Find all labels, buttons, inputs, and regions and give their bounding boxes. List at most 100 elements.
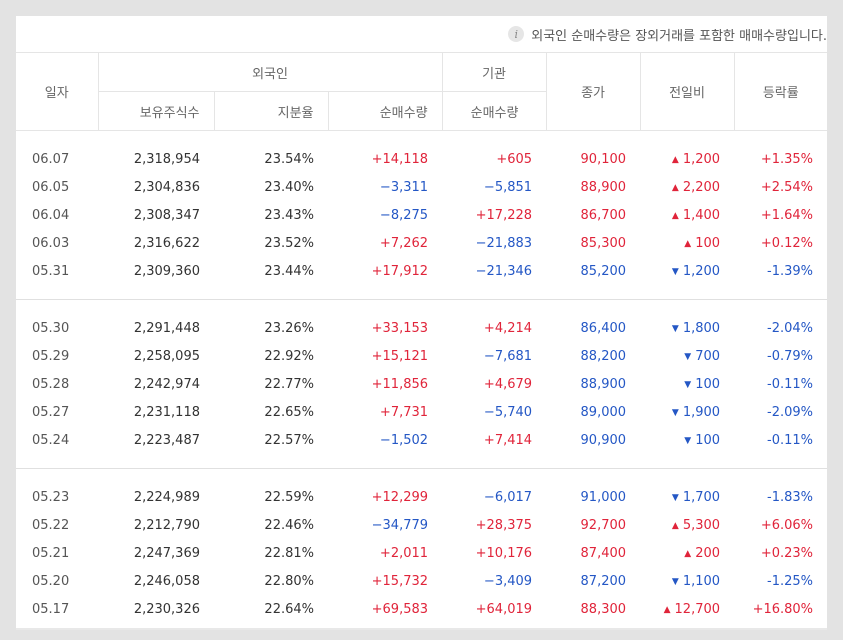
cell-inst-net: −6,017	[483, 489, 533, 505]
change-value: 1,900	[682, 404, 721, 420]
cell-inst-net: +10,176	[475, 545, 533, 561]
cell-share-ratio: 23.43%	[264, 207, 314, 223]
cell-holdings: 2,242,974	[133, 376, 200, 392]
cell-change: ▲ 12,700	[640, 595, 734, 623]
triangle-up-icon: ▲	[671, 182, 679, 193]
change-value: 1,800	[682, 320, 721, 336]
cell-change: ▲ 100	[640, 229, 734, 257]
cell-close: 87,200	[580, 573, 627, 589]
cell-date: 05.28	[32, 376, 70, 392]
cell-foreign-net: +15,732	[371, 573, 429, 589]
cell-share-ratio: 22.57%	[264, 432, 314, 448]
cell-holdings: 2,231,118	[133, 404, 200, 420]
triangle-up-icon: ▲	[684, 238, 692, 249]
cell-holdings: 2,308,347	[133, 207, 200, 223]
cell-date: 06.03	[32, 235, 70, 251]
table-row: 06.04 2,308,347 23.43% −8,275 +17,228 86,700 ▲…	[16, 201, 827, 229]
cell-change: ▼ 1,900	[640, 398, 734, 426]
cell-share-ratio: 22.64%	[264, 601, 314, 617]
cell-date: 06.07	[32, 151, 70, 167]
info-icon: i	[508, 26, 525, 42]
cell-share-ratio: 23.54%	[264, 151, 314, 167]
cell-close: 87,400	[580, 545, 627, 561]
cell-rate: -0.79%	[767, 348, 814, 364]
cell-foreign-net: +14,118	[371, 151, 429, 167]
change-value: 2,200	[682, 179, 721, 195]
cell-share-ratio: 22.65%	[264, 404, 314, 420]
cell-rate: +6.06%	[760, 517, 814, 533]
cell-close: 88,300	[580, 601, 627, 617]
cell-date: 05.17	[32, 601, 70, 617]
table-row: 05.28 2,242,974 22.77% +11,856 +4,679 88,900 ▼…	[16, 370, 827, 398]
triangle-up-icon: ▲	[671, 210, 679, 221]
triangle-down-icon: ▼	[671, 576, 679, 587]
change-value: 100	[695, 432, 721, 448]
cell-share-ratio: 22.80%	[264, 573, 314, 589]
cell-share-ratio: 22.81%	[264, 545, 314, 561]
cell-change: ▼ 1,700	[640, 483, 734, 511]
cell-rate: -0.11%	[767, 432, 814, 448]
table-header: 일자 외국인 기관 종가 전일비 등락률 보유주식수 지분율 순매수량 순매수량	[16, 52, 827, 131]
cell-inst-net: +4,214	[483, 320, 533, 336]
cell-inst-net: +28,375	[475, 517, 533, 533]
table-row: 05.29 2,258,095 22.92% +15,121 −7,681 88,200 ▼…	[16, 342, 827, 370]
cell-rate: -1.83%	[767, 489, 814, 505]
triangle-down-icon: ▼	[684, 435, 692, 446]
cell-change: ▲ 200	[640, 539, 734, 567]
trading-panel: i 외국인 순매수량은 장외거래를 포함한 매매수량입니다. 일자 외국인 기관…	[16, 16, 827, 630]
change-value: 5,300	[682, 517, 721, 533]
cell-share-ratio: 22.77%	[264, 376, 314, 392]
cell-share-ratio: 23.52%	[264, 235, 314, 251]
change-value: 200	[695, 545, 721, 561]
cell-change: ▲ 1,400	[640, 201, 734, 229]
cell-foreign-net: −3,311	[379, 179, 429, 195]
cell-date: 05.24	[32, 432, 70, 448]
cell-share-ratio: 22.59%	[264, 489, 314, 505]
table-row: 06.03 2,316,622 23.52% +7,262 −21,883 85,300 ▲…	[16, 229, 827, 257]
change-value: 1,200	[682, 151, 721, 167]
change-value: 700	[695, 348, 721, 364]
cell-change: ▼ 100	[640, 370, 734, 398]
cell-share-ratio: 23.26%	[264, 320, 314, 336]
cell-foreign-net: +2,011	[379, 545, 429, 561]
cell-rate: -2.09%	[767, 404, 814, 420]
cell-share-ratio: 22.92%	[264, 348, 314, 364]
cell-change: ▲ 1,200	[640, 145, 734, 173]
group-divider	[16, 285, 827, 300]
cell-rate: +16.80%	[752, 601, 814, 617]
cell-change: ▲ 2,200	[640, 173, 734, 201]
cell-close: 92,700	[580, 517, 627, 533]
group-spacer	[16, 300, 827, 315]
table-body: 06.07 2,318,954 23.54% +14,118 +605 90,100 ▲ 1,…	[16, 131, 827, 624]
triangle-up-icon: ▲	[684, 548, 692, 559]
cell-foreign-net: −1,502	[379, 432, 429, 448]
cell-share-ratio: 23.44%	[264, 263, 314, 279]
cell-close: 88,200	[580, 348, 627, 364]
cell-rate: +2.54%	[760, 179, 814, 195]
change-value: 1,200	[682, 263, 721, 279]
cell-close: 85,300	[580, 235, 627, 251]
cell-holdings: 2,316,622	[133, 235, 200, 251]
cell-close: 89,000	[580, 404, 627, 420]
cell-inst-net: +17,228	[475, 207, 533, 223]
col-foreign-net: 순매수량	[327, 91, 443, 131]
cell-rate: -2.04%	[767, 320, 814, 336]
col-close: 종가	[545, 52, 641, 131]
cell-foreign-net: +15,121	[371, 348, 429, 364]
cell-foreign-net: −34,779	[371, 517, 429, 533]
cell-change: ▼ 700	[640, 342, 734, 370]
col-share-ratio: 지분율	[213, 91, 328, 131]
cell-change: ▼ 1,800	[640, 314, 734, 342]
change-value: 100	[695, 376, 721, 392]
table-row: 05.27 2,231,118 22.65% +7,731 −5,740 89,000 ▼ 1…	[16, 398, 827, 426]
cell-rate: -0.11%	[767, 376, 814, 392]
table-row: 06.05 2,304,836 23.40% −3,311 −5,851 88,900 ▲ 2…	[16, 173, 827, 201]
investor-trading-table: 일자 외국인 기관 종가 전일비 등락률 보유주식수 지분율 순매수량 순매수량…	[16, 52, 827, 623]
cell-holdings: 2,230,326	[133, 601, 200, 617]
cell-change: ▼ 1,200	[640, 257, 734, 285]
cell-holdings: 2,223,487	[133, 432, 200, 448]
cell-change: ▲ 5,300	[640, 511, 734, 539]
cell-change: ▼ 100	[640, 426, 734, 454]
cell-close: 85,200	[580, 263, 627, 279]
cell-holdings: 2,304,836	[133, 179, 200, 195]
